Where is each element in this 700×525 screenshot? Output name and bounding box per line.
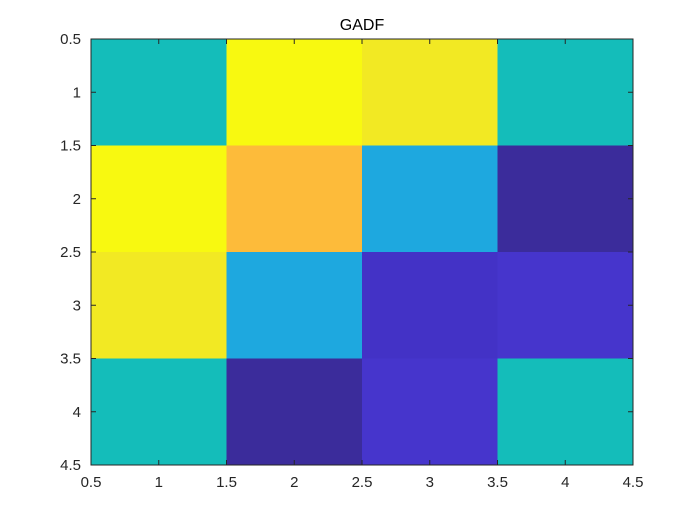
heatmap-cell [226, 252, 363, 359]
x-tick-label: 0.5 [81, 474, 102, 491]
chart-title: GADF [340, 17, 385, 34]
y-tick-label: 1 [73, 84, 81, 101]
x-tick-label: 2.5 [352, 474, 373, 491]
heatmap-cell [362, 145, 498, 253]
heatmap-cell [226, 358, 363, 466]
y-tick-label: 3 [73, 297, 81, 314]
y-tick-label: 0.5 [60, 31, 81, 48]
heatmap-cell [497, 358, 634, 466]
heatmap-cell [497, 252, 634, 359]
x-tick-label: 4.5 [623, 474, 644, 491]
heatmap-cell [91, 252, 227, 359]
heatmap-cell [91, 145, 227, 253]
y-tick-label: 2.5 [60, 244, 81, 261]
heatmap-cells [91, 39, 634, 466]
heatmap-cell [91, 39, 227, 146]
y-tick-label: 2 [73, 191, 81, 208]
x-tick-label: 1 [155, 474, 163, 491]
y-tick-label: 4 [73, 404, 81, 421]
axes [90, 38, 634, 466]
x-tick-label: 2 [290, 474, 298, 491]
heatmap-cell [362, 39, 498, 146]
heatmap-cell [497, 145, 634, 253]
y-tick-label: 1.5 [60, 138, 81, 155]
y-tick-label: 3.5 [60, 351, 81, 368]
x-tick-label: 3 [426, 474, 434, 491]
y-tick-label: 4.5 [60, 457, 81, 474]
heatmap-cell [226, 145, 363, 253]
x-tick-label: 3.5 [487, 474, 508, 491]
y-tick-labels: 0.5 1 1.5 2 2.5 3 3.5 4 4.5 [60, 31, 81, 474]
heatmap-cell [362, 358, 498, 466]
x-tick-label: 1.5 [216, 474, 237, 491]
heatmap-cell [497, 39, 634, 146]
heatmap-cell [226, 39, 363, 146]
heatmap-cell [362, 252, 498, 359]
x-tick-labels: 0.5 1 1.5 2 2.5 3 3.5 4 4.5 [81, 474, 644, 491]
x-tick-label: 4 [561, 474, 569, 491]
heatmap-cell [91, 358, 227, 466]
